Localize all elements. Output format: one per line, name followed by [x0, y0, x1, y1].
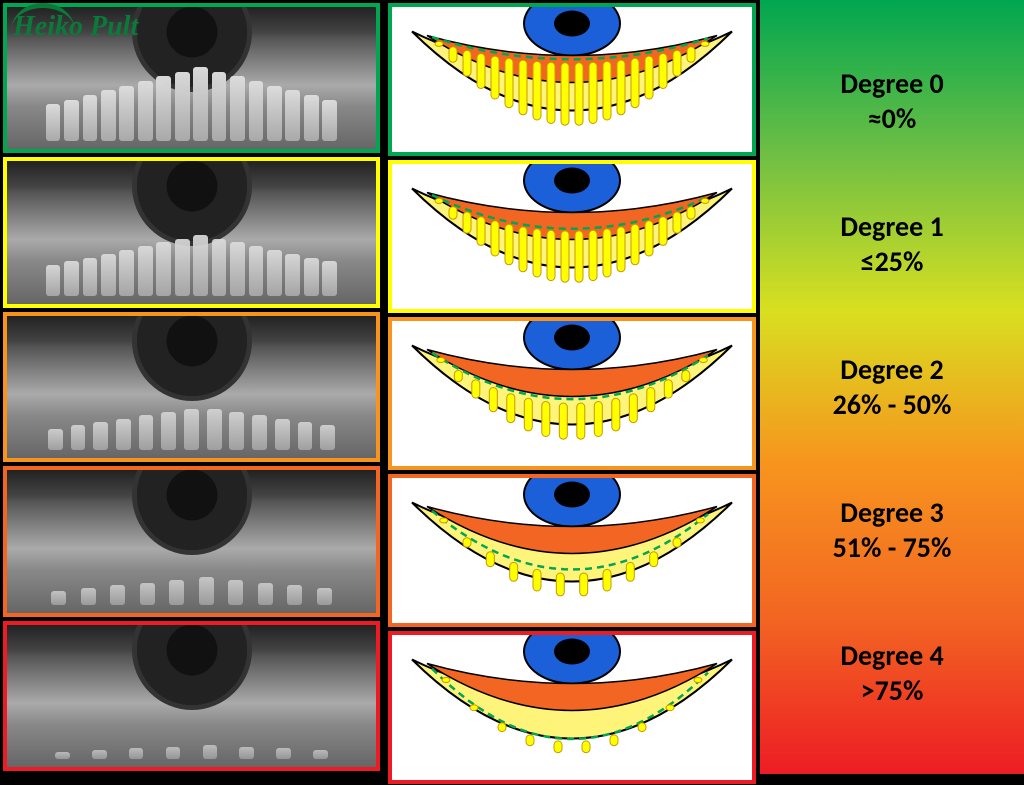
diagram-column — [380, 0, 760, 774]
eye-diagram-svg — [392, 321, 752, 466]
degree-range: ≈0% — [840, 101, 943, 136]
degree-title: Degree 0 — [840, 66, 943, 101]
photo-column: Heiko Pult — [0, 0, 380, 774]
grading-chart: Heiko Pult Degree 0≈0%Degree 1≤25%Degree… — [0, 0, 1024, 774]
eyelid-diagram-degree-3 — [388, 474, 756, 627]
degree-title: Degree 2 — [833, 352, 952, 387]
scale-column: Degree 0≈0% Degree 1≤25% Degree 226% - 50%… — [760, 0, 1024, 774]
eyelid-diagram-degree-2 — [388, 317, 756, 470]
degree-range: 51% - 75% — [833, 530, 952, 565]
meibography-photo-degree-1 — [3, 157, 380, 307]
photo-background — [7, 470, 376, 612]
photo-background — [7, 316, 376, 458]
photo-background — [7, 625, 376, 767]
scale-label-degree-4: Degree 4>75% — [840, 638, 943, 708]
brand-logo: Heiko Pult — [13, 11, 138, 43]
scale-label-degree-1: Degree 1≤25% — [840, 209, 943, 279]
scale-label-degree-0: Degree 0≈0% — [840, 66, 943, 136]
eye-diagram-svg — [392, 478, 752, 623]
eye-diagram-svg — [392, 635, 752, 780]
degree-title: Degree 3 — [833, 495, 952, 530]
meibography-photo-degree-4 — [3, 621, 380, 771]
meibography-photo-degree-0: Heiko Pult — [3, 3, 380, 153]
meibography-photo-degree-2 — [3, 312, 380, 462]
eye-diagram-svg — [392, 164, 752, 309]
degree-title: Degree 1 — [840, 209, 943, 244]
eye-diagram-svg — [392, 7, 752, 152]
eyelid-diagram-degree-4 — [388, 631, 756, 784]
eyelid-diagram-degree-1 — [388, 160, 756, 313]
meibography-photo-degree-3 — [3, 466, 380, 616]
scale-label-degree-2: Degree 226% - 50% — [833, 352, 952, 422]
degree-range: 26% - 50% — [833, 387, 952, 422]
scale-label-degree-3: Degree 351% - 75% — [833, 495, 952, 565]
degree-range: >75% — [840, 673, 943, 708]
degree-title: Degree 4 — [840, 638, 943, 673]
photo-background — [7, 161, 376, 303]
degree-range: ≤25% — [840, 244, 943, 279]
eyelid-diagram-degree-0 — [388, 3, 756, 156]
